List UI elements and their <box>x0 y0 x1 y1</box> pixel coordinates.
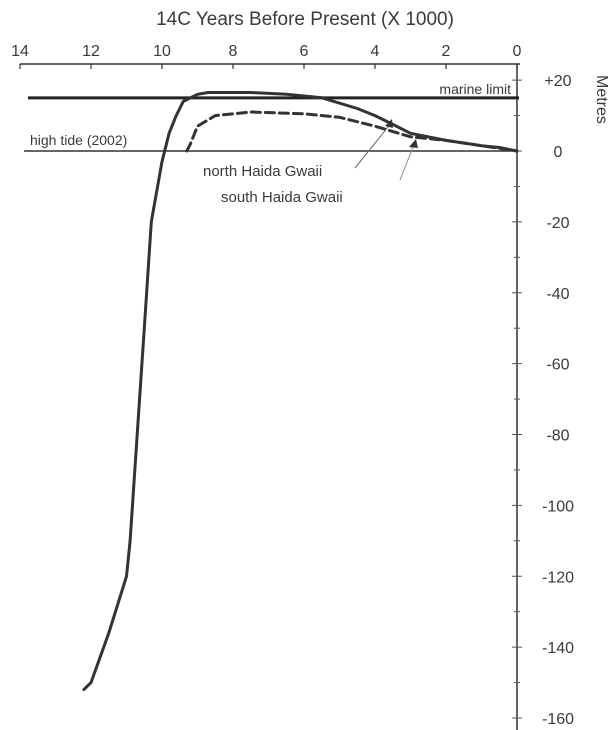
series-south-line <box>185 110 519 153</box>
y-tick-label: -100 <box>542 498 574 515</box>
chart-title: 14C Years Before Present (X 1000) <box>156 9 454 30</box>
annotation-south: south Haida Gwaii <box>221 189 343 206</box>
y-tick-label: -40 <box>546 286 569 303</box>
high-tide-label: high tide (2002) <box>30 132 127 148</box>
x-tick-label: 12 <box>82 43 100 60</box>
x-tick-label: 4 <box>371 43 380 60</box>
y-axis-label: Metres <box>593 75 610 124</box>
annotation-arrow-south <box>409 139 418 148</box>
x-tick-label: 0 <box>513 43 522 60</box>
y-tick-label: -60 <box>546 357 569 374</box>
y-tick-label: +20 <box>544 73 571 90</box>
y-tick-label: 0 <box>554 144 563 161</box>
annotation-leader-south <box>399 141 416 181</box>
y-tick-label: -160 <box>542 711 574 728</box>
x-tick-label: 2 <box>442 43 451 60</box>
annotation-arrow-north <box>385 119 393 128</box>
x-tick-label: 10 <box>153 43 171 60</box>
x-tick-label: 6 <box>300 43 309 60</box>
series-group <box>82 91 519 692</box>
x-tick-label: 14 <box>11 43 29 60</box>
marine-limit-label: marine limit <box>439 81 511 97</box>
y-tick-label: -120 <box>542 569 574 586</box>
annotation-leader-north <box>354 121 393 169</box>
series-north-line <box>82 91 519 692</box>
axes: 14 12 10 8 6 4 2 0 +20 0 -20 -40 -60 -80 -100 -120 -140 -… <box>11 43 574 730</box>
reference-lines: marine limit high tide (2002) <box>24 81 519 152</box>
y-tick-label: -80 <box>546 428 569 445</box>
x-tick-label: 8 <box>229 43 238 60</box>
y-tick-label: -20 <box>546 215 569 232</box>
annotations: north Haida Gwaii south Haida Gwaii <box>203 119 418 206</box>
annotation-north: north Haida Gwaii <box>203 163 322 180</box>
y-tick-label: -140 <box>542 640 574 657</box>
